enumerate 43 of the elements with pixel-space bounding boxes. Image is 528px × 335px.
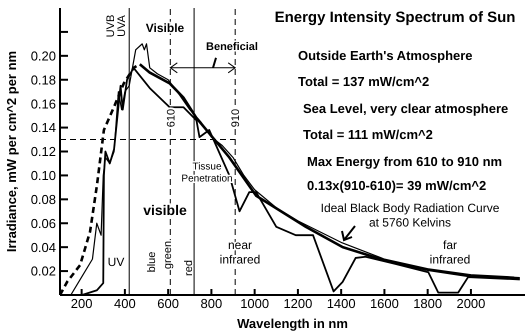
annotation: UVB: [105, 14, 117, 38]
annotation: Outside Earth's Atmosphere: [298, 48, 473, 63]
ref-line-label: 910: [230, 108, 242, 128]
annotation: green: [162, 240, 174, 270]
chart-title: Energy Intensity Spectrum of Sun: [274, 9, 516, 26]
x-tick-label: 2000: [456, 296, 486, 312]
ref-line-label: 610: [165, 108, 178, 128]
y-tick-label: 0.04: [30, 240, 56, 255]
annotation: blue: [146, 252, 158, 272]
y-tick-label: 0.02: [30, 264, 56, 279]
annotation: 0.13x(910-610)= 39 mW/cm^2: [307, 178, 486, 193]
y-tick-label: 0.10: [30, 168, 56, 184]
x-tick-label: 600: [157, 296, 179, 312]
y-tick-label: 0.06: [30, 216, 56, 231]
annotation: UVA: [116, 14, 128, 37]
y-tick-label: 0.08: [30, 192, 56, 207]
x-tick-label: 1400: [326, 296, 356, 312]
annotation: far infrared: [430, 238, 470, 266]
annotation: Total = 137 mW/cm^2: [298, 74, 430, 89]
x-tick-label: 400: [114, 296, 136, 312]
annotation: UV: [108, 255, 124, 270]
annotation: red: [183, 260, 195, 276]
annotation: Ideal Black Body Radiation Curve at 5760 Kelvins: [320, 201, 500, 230]
x-tick-label: 1800: [413, 296, 442, 312]
y-tick-label: 0.12: [30, 144, 56, 160]
annotation: Visible: [146, 21, 185, 36]
x-tick-label: 1600: [370, 296, 399, 312]
annotation: near infrared: [220, 238, 260, 266]
y-tick-label: 0.16: [30, 96, 56, 112]
x-tick-label: 800: [200, 296, 222, 312]
y-tick-label: 0.18: [30, 72, 56, 88]
annotation: Sea Level, very clear atmosphere: [303, 101, 508, 116]
x-tick-label: 1200: [283, 296, 312, 312]
x-axis-title: Wavelength in nm: [237, 316, 348, 331]
annotation: Max Energy from 610 to 910 nm: [307, 154, 502, 169]
annotation: Beneficial: [206, 40, 258, 53]
y-tick-label: 0.20: [30, 48, 56, 64]
y-tick-label: 0.14: [30, 120, 56, 136]
annotation: visible: [143, 202, 187, 218]
x-tick-label: 200: [70, 296, 92, 312]
y-axis-title: Irradiance, mW per cm^2 per nm: [4, 50, 19, 252]
annotation: Total = 111 mW/cm^2: [303, 127, 433, 142]
x-tick-label: 1000: [240, 296, 270, 312]
